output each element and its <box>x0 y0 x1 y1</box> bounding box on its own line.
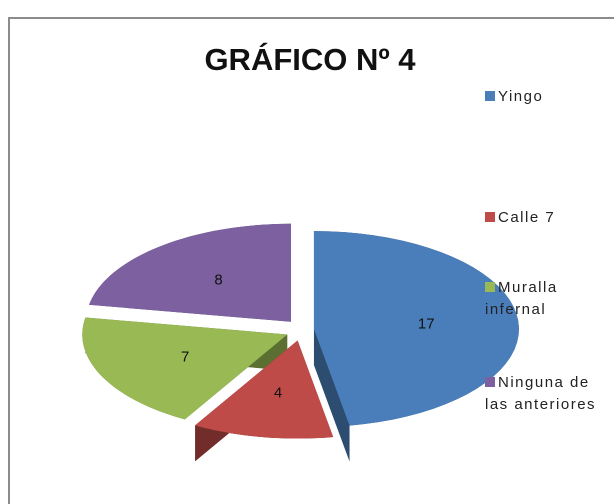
data-label: 7 <box>181 348 189 365</box>
pie-slice <box>82 317 288 456</box>
legend-swatch <box>485 377 495 387</box>
legend-swatch <box>485 212 495 222</box>
legend-label: Muralla infernal <box>485 279 558 318</box>
pie-slice <box>89 223 292 358</box>
slice-top <box>82 317 288 420</box>
legend-item: Muralla infernal <box>485 277 610 321</box>
pie-slice <box>313 231 519 462</box>
legend-label: Yingo <box>498 88 544 105</box>
slice-top <box>195 340 334 439</box>
data-label: 8 <box>214 271 222 288</box>
legend-label: Calle 7 <box>498 209 556 226</box>
legend-label: Ninguna de las anteriores <box>485 374 597 413</box>
legend-item: Ninguna de las anteriores <box>485 372 610 416</box>
data-label: 4 <box>274 385 282 402</box>
slice-top <box>313 231 519 426</box>
legend-item: Yingo <box>485 86 610 108</box>
legend-item: Calle 7 <box>485 207 610 229</box>
legend-swatch <box>485 282 495 292</box>
chart-title: GRÁFICO Nº 4 <box>204 42 416 77</box>
pie-slice <box>195 340 334 475</box>
slice-top <box>89 223 292 322</box>
data-label: 17 <box>418 315 435 332</box>
legend-swatch <box>485 91 495 101</box>
